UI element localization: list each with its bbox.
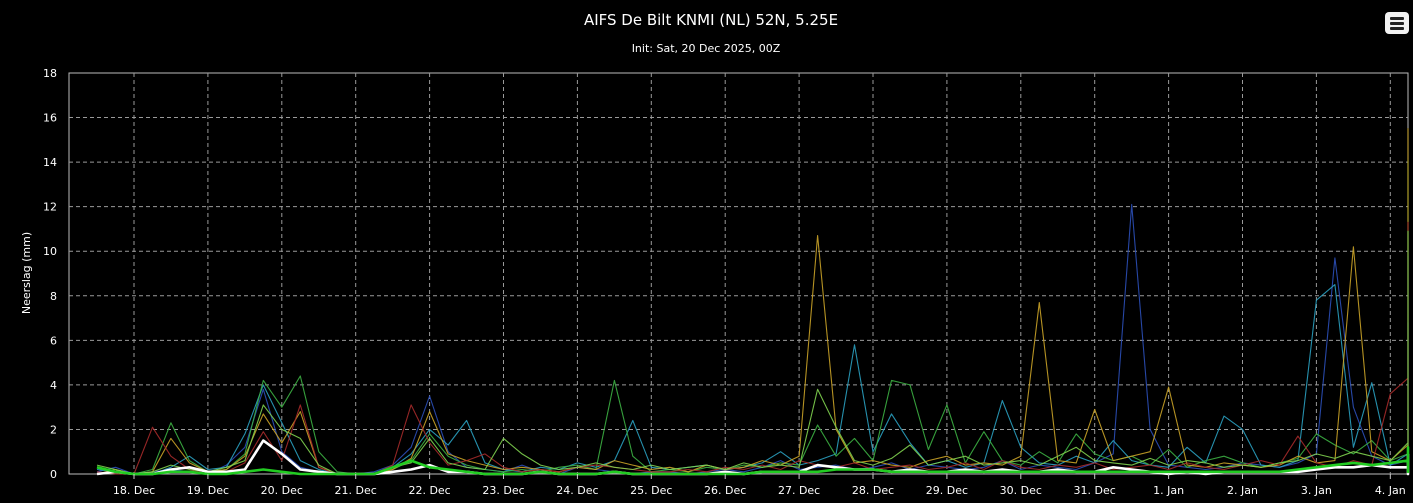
chart-subtitle: Init: Sat, 20 Dec 2025, 00Z — [632, 42, 781, 55]
y-tick-label: 8 — [50, 290, 57, 303]
x-tick-label: 25. Dec — [630, 484, 672, 497]
axis-layer: 0 2 4 6 8 10 12 14 16 18 18. Dec 19. Dec 20. Dec 21. … — [43, 67, 1406, 497]
x-tick-label: 23. Dec — [482, 484, 524, 497]
y-tick-label: 16 — [43, 112, 57, 125]
series-line — [96, 128, 1409, 475]
series-line — [96, 203, 1409, 475]
y-axis-label: Neerslag (mm) — [20, 232, 33, 314]
series-line — [96, 230, 1409, 475]
chart-title: AIFS De Bilt KNMI (NL) 52N, 5.25E — [584, 11, 838, 29]
y-tick-label: 14 — [43, 156, 57, 169]
y-tick-label: 18 — [43, 67, 57, 80]
x-tick-label: 3. Jan — [1301, 484, 1332, 497]
grid-layer — [69, 73, 1408, 474]
y-tick-label: 12 — [43, 201, 57, 214]
x-tick-label: 2. Jan — [1227, 484, 1258, 497]
x-tick-label: 20. Dec — [261, 484, 303, 497]
x-tick-label: 30. Dec — [1000, 484, 1042, 497]
y-tick-label: 10 — [43, 245, 57, 258]
y-tick-label: 2 — [50, 423, 57, 436]
x-tick-label: 27. Dec — [778, 484, 820, 497]
x-tick-label: 22. Dec — [408, 484, 450, 497]
y-tick-label: 0 — [50, 468, 57, 481]
x-tick-label: 18. Dec — [113, 484, 155, 497]
x-tick-label: 24. Dec — [556, 484, 598, 497]
x-tick-label: 29. Dec — [926, 484, 968, 497]
y-tick-label: 6 — [50, 334, 57, 347]
y-tick-label: 4 — [50, 379, 57, 392]
x-tick-label: 1. Jan — [1153, 484, 1184, 497]
series-layer — [96, 128, 1410, 476]
hamburger-menu-icon[interactable] — [1385, 12, 1409, 34]
x-tick-label: 31. Dec — [1074, 484, 1116, 497]
series-line — [96, 445, 1410, 476]
x-tick-label: 26. Dec — [704, 484, 746, 497]
x-tick-label: 28. Dec — [852, 484, 894, 497]
series-line — [96, 221, 1409, 475]
x-tick-label: 21. Dec — [335, 484, 377, 497]
x-tick-label: 4. Jan — [1375, 484, 1406, 497]
x-tick-label: 19. Dec — [187, 484, 229, 497]
series-line — [96, 284, 1409, 475]
